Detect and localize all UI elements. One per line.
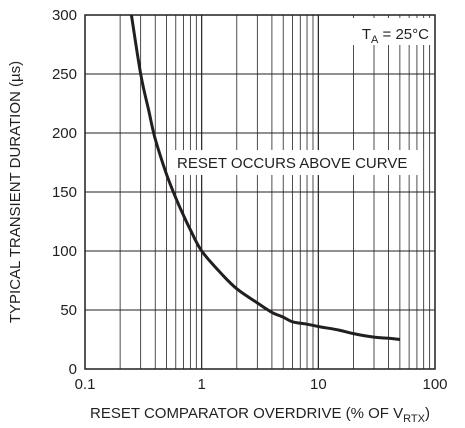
- x-tick-label: 1: [197, 376, 205, 393]
- series-line: [129, 14, 401, 341]
- x-axis-title-end: ): [425, 405, 430, 422]
- x-axis-title-main: RESET COMPARATOR OVERDRIVE (% OF V: [90, 405, 403, 422]
- x-tick-labels: 0.1 1 10 100: [75, 376, 448, 393]
- x-tick-label: 100: [422, 376, 447, 393]
- region-label: RESET OCCURS ABOVE CURVE: [177, 155, 407, 172]
- x-tick-label: 10: [310, 376, 327, 393]
- y-tick-label: 150: [52, 184, 77, 201]
- x-axis-title: RESET COMPARATOR OVERDRIVE (% OF VRTX): [90, 405, 430, 425]
- plot-frame: [84, 14, 436, 370]
- condition-label-sub: A: [371, 34, 379, 46]
- grid: [85, 14, 435, 370]
- region-label-background: [170, 150, 418, 175]
- y-tick-label: 200: [52, 125, 77, 142]
- condition-label-main: T: [362, 26, 371, 43]
- y-tick-label: 100: [52, 243, 77, 260]
- condition-label-end: = 25°C: [378, 26, 429, 43]
- condition-label: TA = 25°C: [362, 26, 429, 46]
- y-tick-label: 0: [69, 361, 77, 378]
- y-axis-title: TYPICAL TRANSIENT DURATION (µs): [7, 61, 24, 323]
- x-axis-title-sub: RTX: [403, 413, 425, 425]
- y-tick-label: 300: [52, 7, 77, 24]
- y-tick-labels: 0 50 100 150 200 250 300: [52, 7, 77, 378]
- y-tick-label: 50: [60, 302, 77, 319]
- x-tick-label: 0.1: [75, 376, 96, 393]
- y-tick-label: 250: [52, 66, 77, 83]
- condition-label-background: [345, 18, 432, 45]
